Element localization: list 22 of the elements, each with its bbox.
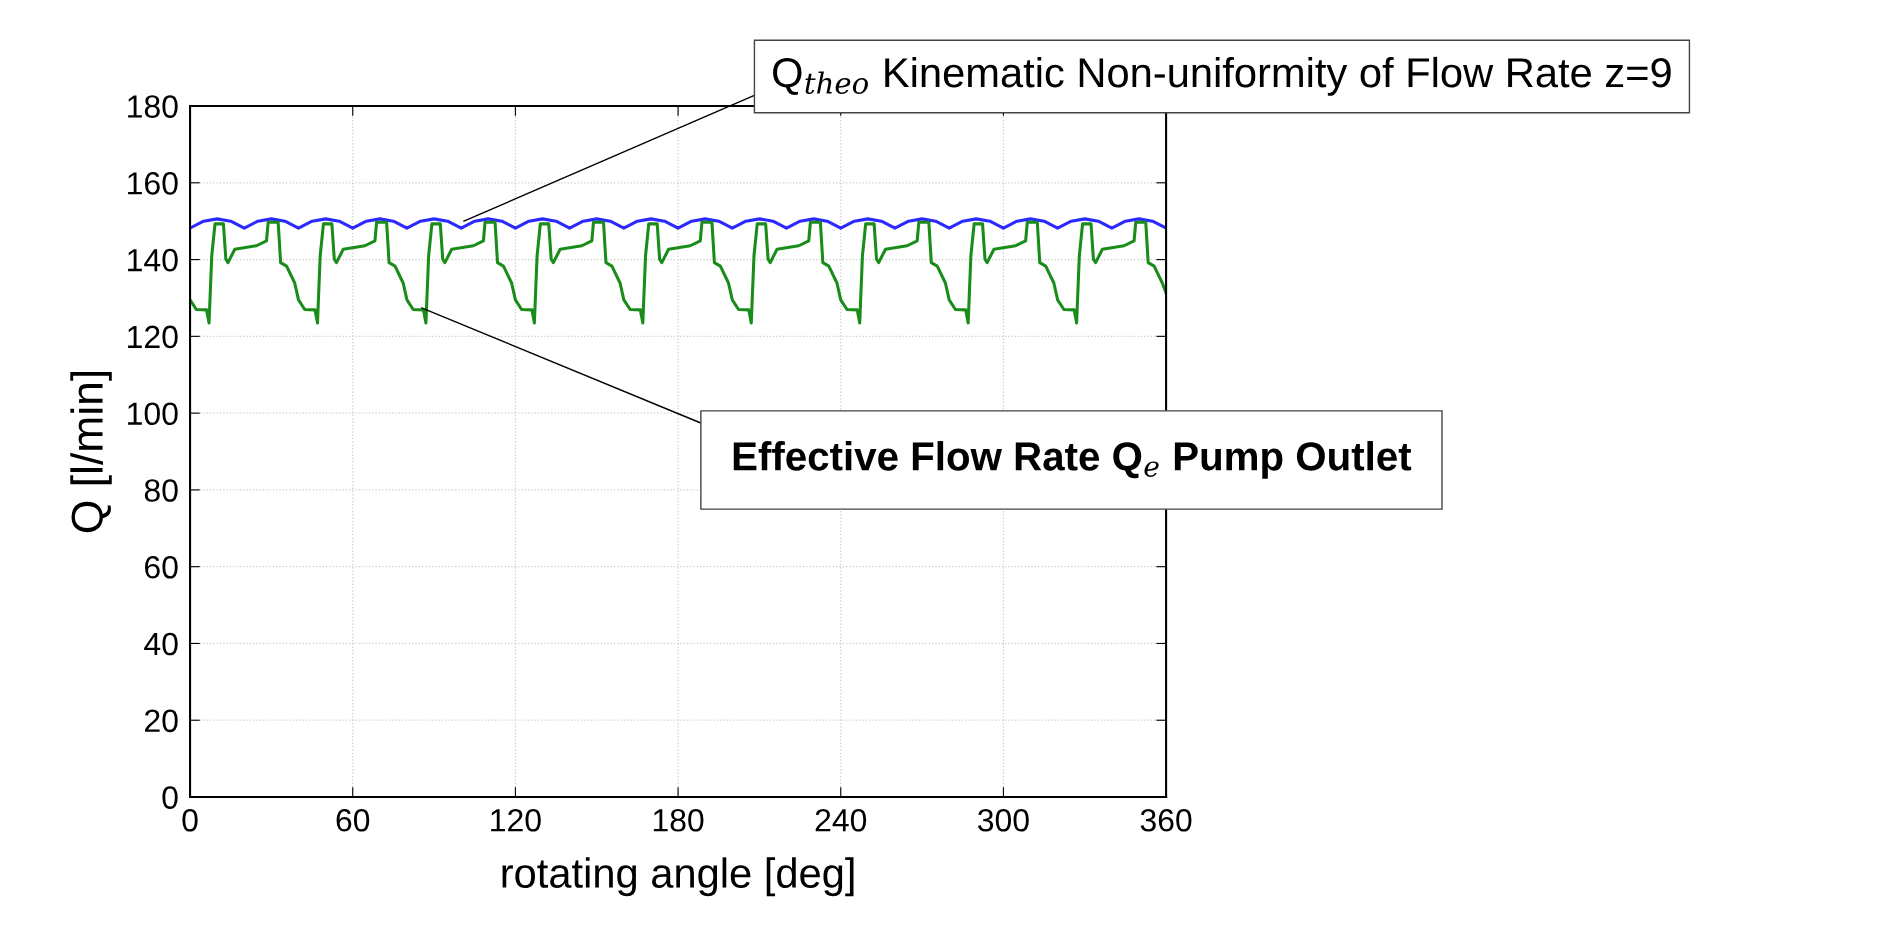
y-tick-label: 60 <box>145 555 178 579</box>
y-tick-label: 120 <box>128 325 178 349</box>
y-tick-label: 100 <box>128 402 178 426</box>
x-axis-title: rotating angle [deg] <box>502 857 854 897</box>
annotation: Q$_{theo}$ Kinematic Non-uniformity of Flow Rate z=9 <box>773 56 1671 96</box>
y-tick-label: 80 <box>144 479 178 502</box>
x-tick-label: 300 <box>977 808 1029 832</box>
y-tick-label: 40 <box>144 632 178 656</box>
x-tick-label: 240 <box>815 808 867 832</box>
x-tick-label: 0 <box>182 808 198 832</box>
annotation: Effective Flow Rate Q$_{e}$ Pump Outlet <box>733 441 1412 479</box>
y-tick-label: 0 <box>162 786 178 809</box>
y-axis-title: Q [l/min] <box>70 371 112 533</box>
x-tick-label: 360 <box>1140 808 1192 832</box>
y-tick-label: 180 <box>128 95 178 118</box>
y-tick-label: 160 <box>128 172 178 195</box>
x-tick-label: 120 <box>491 808 541 832</box>
x-tick-label: 60 <box>336 808 370 832</box>
y-tick-label: 140 <box>128 248 178 272</box>
line-series <box>190 220 1167 325</box>
x-tick-label: 180 <box>653 808 704 832</box>
y-tick-label: 20 <box>145 709 178 733</box>
